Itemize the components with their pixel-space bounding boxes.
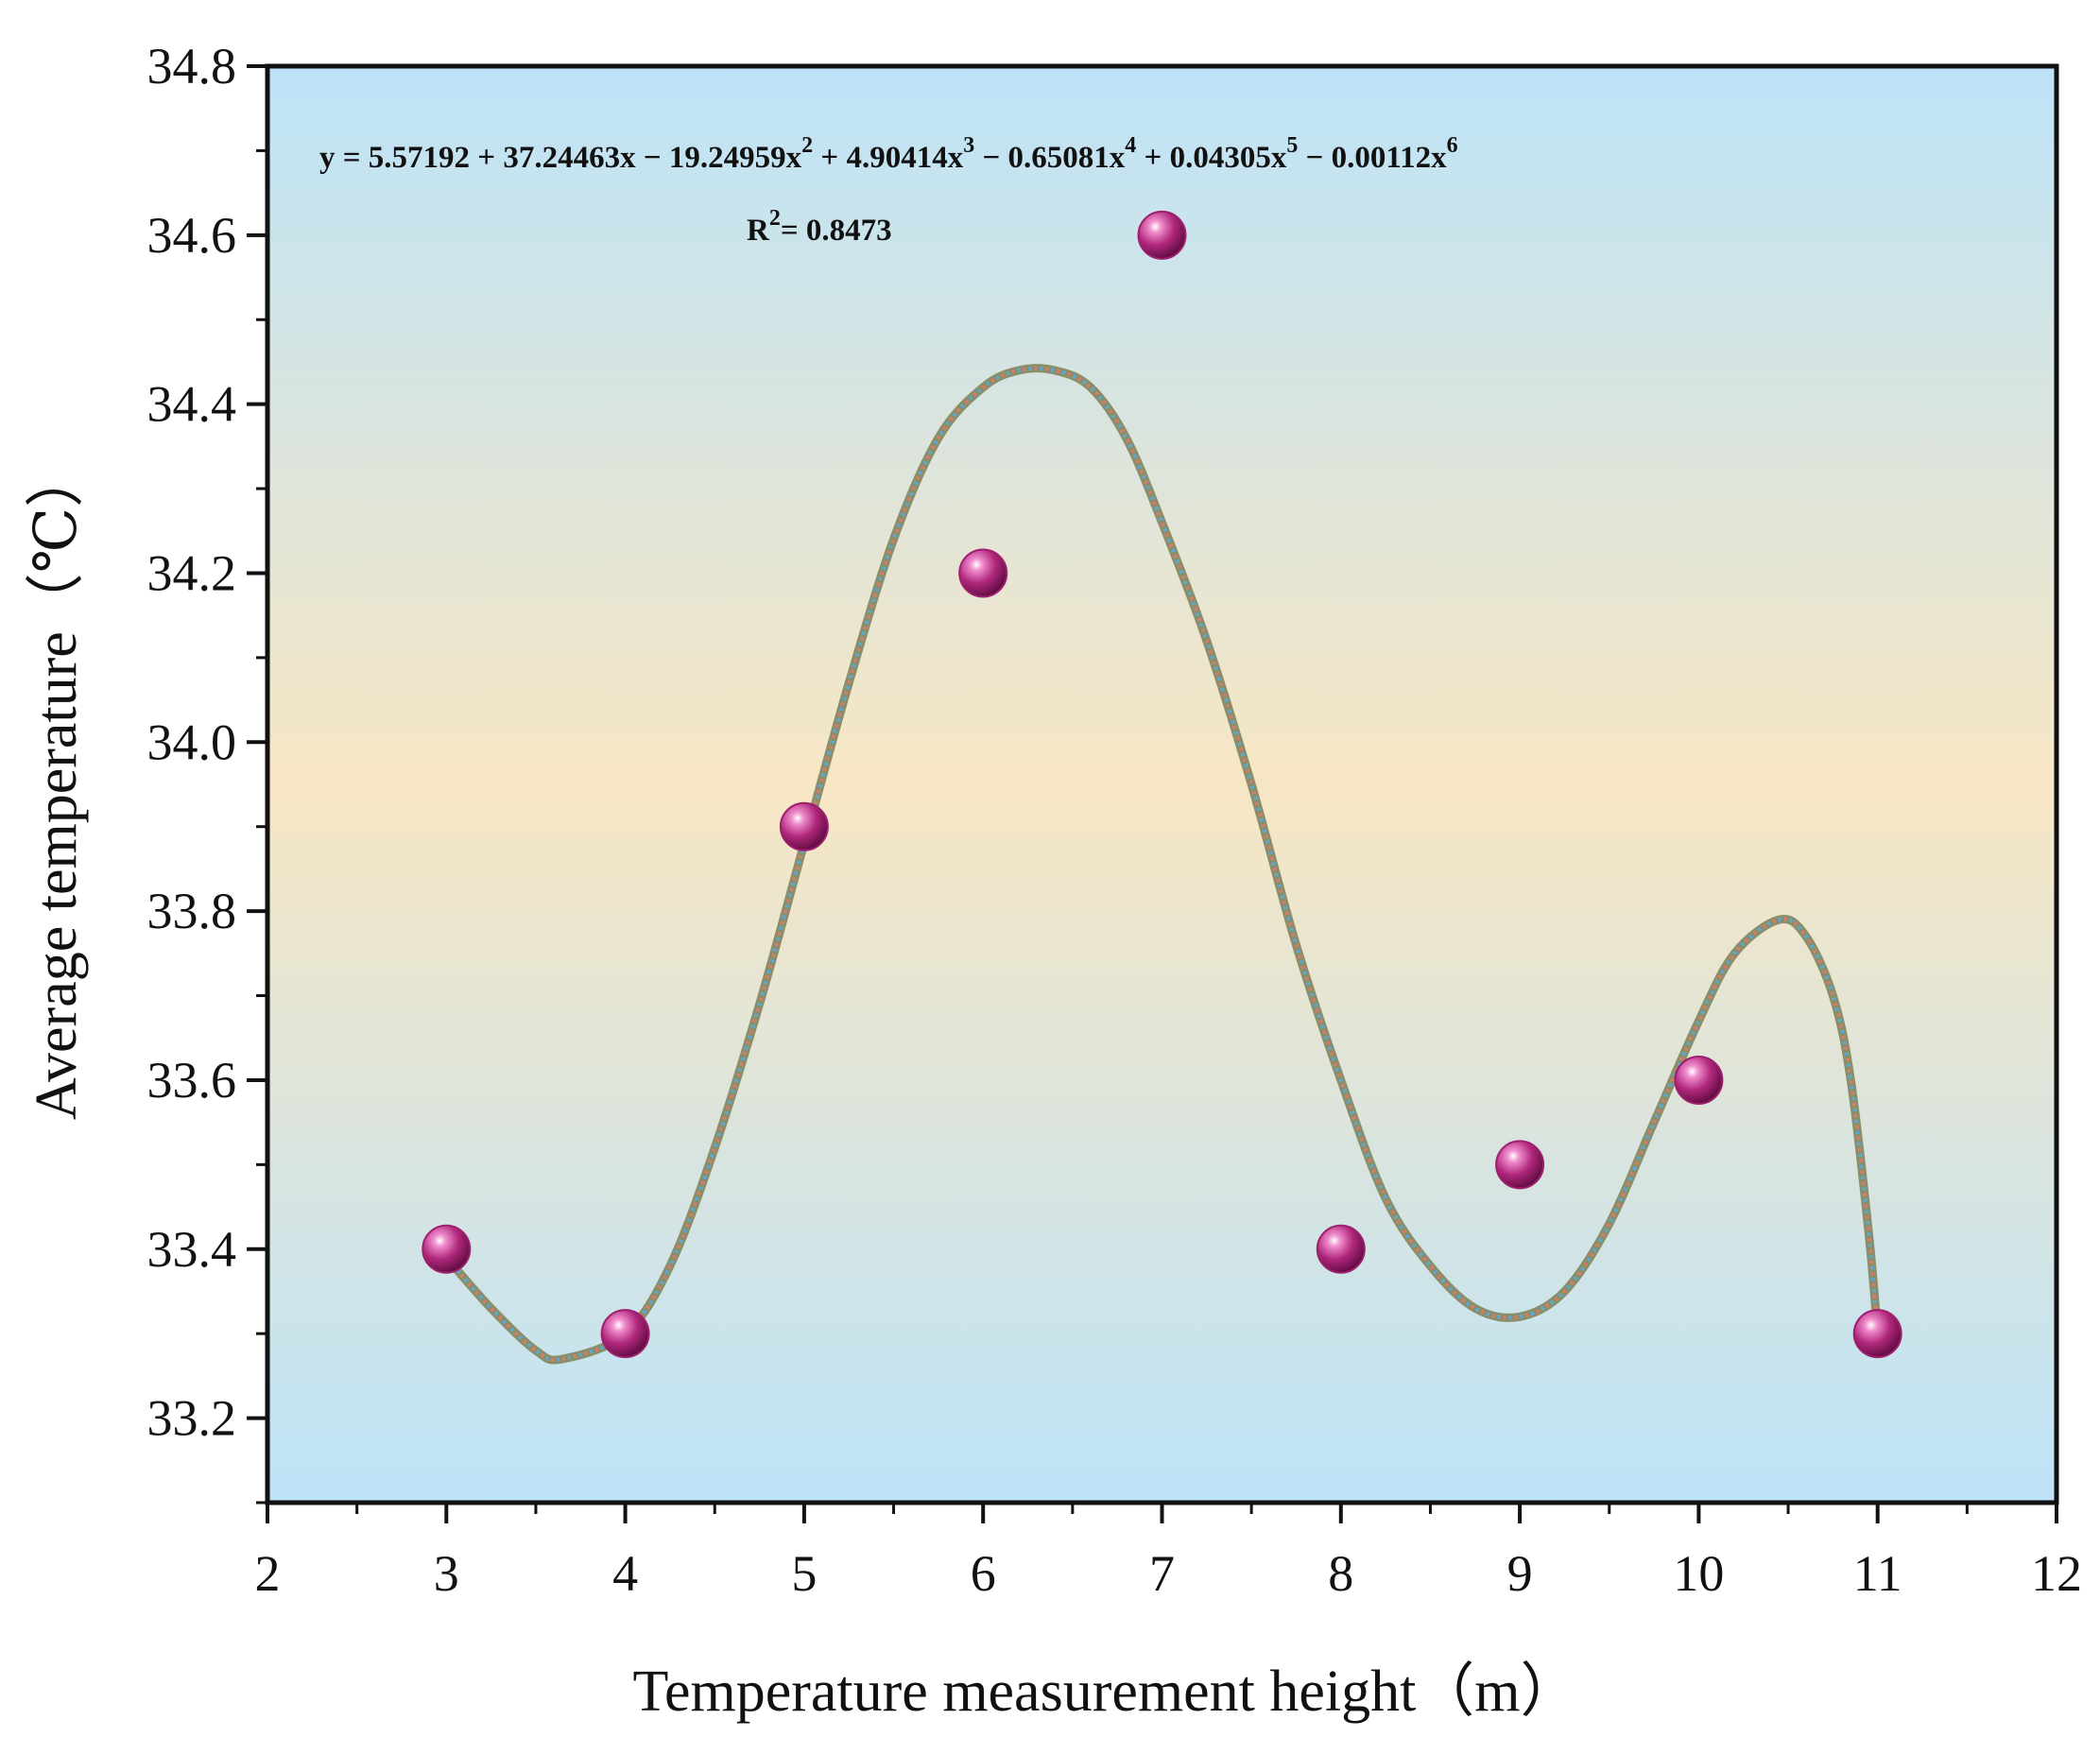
data-point — [600, 1309, 650, 1359]
data-point — [1674, 1055, 1724, 1105]
x-tick-label: 6 — [971, 1545, 996, 1602]
y-tick-label: 33.2 — [147, 1390, 237, 1447]
data-point — [1852, 1309, 1902, 1359]
r-squared-annotation: R2= 0.8473 — [747, 206, 892, 248]
x-axis-title: Temperature measurement height（m） — [632, 1660, 1578, 1724]
x-tick-label: 10 — [1673, 1545, 1724, 1602]
equation-annotation: y = 5.57192 + 37.24463x − 19.24959x2 + 4… — [319, 133, 1458, 175]
equation-sup-3: 3 — [963, 133, 974, 158]
y-tick-label: 33.8 — [147, 883, 237, 939]
r-squared-sup: 2 — [769, 206, 781, 231]
fit-curve-layer — [441, 364, 1883, 1365]
plot-background — [267, 66, 2057, 1503]
equation-text-3: − 0.65081x — [974, 141, 1126, 175]
y-tick-label: 34.2 — [147, 544, 237, 601]
equation-sup-4: 4 — [1125, 133, 1136, 158]
fit-curve-dash-a — [444, 366, 1880, 1363]
y-tick-label: 34.4 — [147, 376, 237, 433]
equation-text-4: + 0.04305x — [1136, 141, 1287, 175]
r-squared-letter: R — [747, 214, 770, 248]
x-tick-label: 5 — [791, 1545, 817, 1602]
x-tick-label: 3 — [434, 1545, 459, 1602]
equation-text: y = 5.57192 + 37.24463x − 19.24959x — [319, 141, 802, 175]
y-tick-label: 33.4 — [147, 1221, 237, 1278]
r-squared-value: = 0.8473 — [781, 214, 892, 248]
data-point — [422, 1224, 472, 1274]
x-tick-label: 8 — [1328, 1545, 1353, 1602]
equation-sup-2: 2 — [801, 133, 813, 158]
y-axis-title: Average temperature（℃） — [25, 449, 89, 1120]
equation-sup-6: 6 — [1447, 133, 1458, 158]
x-tick-label: 12 — [2031, 1545, 2082, 1602]
data-point — [779, 801, 829, 851]
y-tick-label: 33.6 — [147, 1052, 237, 1109]
x-tick-label: 11 — [1853, 1545, 1902, 1602]
data-point — [958, 548, 1008, 598]
y-axis: 33.2 33.4 33.6 33.8 34.0 34.2 34.4 34.6 34.8 — [147, 38, 267, 1505]
fit-curve-dash-b — [444, 366, 1880, 1363]
equation-sup-5: 5 — [1286, 133, 1298, 158]
x-tick-label: 2 — [255, 1545, 281, 1602]
data-points-layer — [422, 210, 1902, 1359]
x-tick-label: 9 — [1507, 1545, 1533, 1602]
x-tick-label: 7 — [1149, 1545, 1175, 1602]
equation-text-2: + 4.90414x — [813, 141, 964, 175]
data-point — [1316, 1224, 1366, 1274]
equation-text-5: − 0.00112x — [1298, 141, 1447, 175]
data-point — [1495, 1140, 1545, 1190]
y-tick-label: 34.8 — [147, 38, 237, 95]
y-tick-label: 34.0 — [147, 714, 237, 770]
y-tick-label: 34.6 — [147, 207, 237, 264]
data-point — [1137, 210, 1187, 260]
x-axis: 2 3 4 5 6 7 8 9 10 11 12 — [255, 1503, 2082, 1602]
x-tick-label: 4 — [612, 1545, 638, 1602]
